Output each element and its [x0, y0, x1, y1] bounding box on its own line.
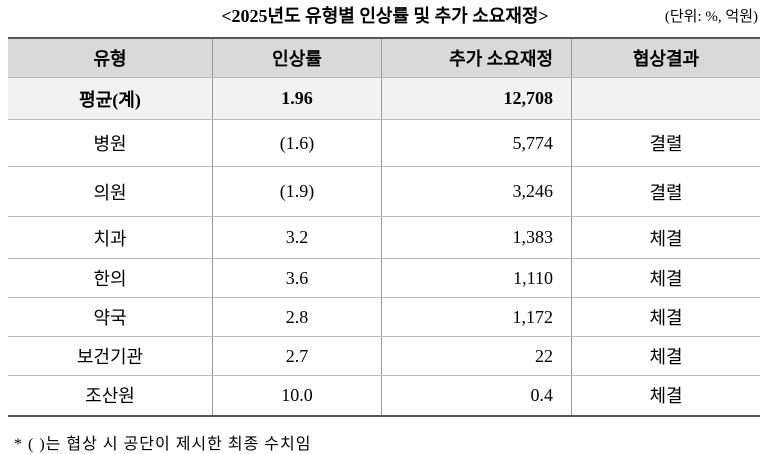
- table-cell: 평균(계): [8, 77, 213, 120]
- table-row: 조산원 10.0 0.4 체결: [8, 375, 760, 417]
- rate-table: 유형 인상률 추가 소요재정 협상결과 평균(계) 1.96 12,708 병원 (1.6) 5…: [8, 37, 760, 417]
- table-body: 평균(계) 1.96 12,708 병원 (1.6) 5,774 결렬 의원 (1.9) 3,24…: [8, 77, 760, 417]
- table-cell: 체결: [571, 375, 760, 417]
- table-cell: 3.6: [212, 258, 382, 298]
- table-cell: 1,110: [381, 258, 572, 298]
- table-cell: 12,708: [381, 77, 572, 120]
- footnote: * ( )는 협상 시 공단이 제시한 최종 수치임: [14, 436, 312, 453]
- table-cell: 22: [381, 336, 572, 376]
- table-cell: 병원: [8, 119, 213, 167]
- table-cell: 10.0: [212, 375, 382, 417]
- table-cell: 체결: [571, 297, 760, 337]
- table-cell: 3,246: [381, 166, 572, 217]
- table-cell: 한의: [8, 258, 213, 298]
- header-row: 유형 인상률 추가 소요재정 협상결과: [8, 38, 760, 78]
- table-cell: 의원: [8, 166, 213, 217]
- average-row: 평균(계) 1.96 12,708: [8, 77, 760, 120]
- table-cell: 결렬: [571, 166, 760, 217]
- table-cell: 체결: [571, 216, 760, 259]
- table-cell: 조산원: [8, 375, 213, 417]
- table-row: 약국 2.8 1,172 체결: [8, 297, 760, 337]
- column-header: 인상률: [212, 38, 382, 78]
- table-cell: 체결: [571, 258, 760, 298]
- table-cell: (1.6): [212, 119, 382, 167]
- table-cell: 3.2: [212, 216, 382, 259]
- table-cell: 보건기관: [8, 336, 213, 376]
- table-cell: 1,383: [381, 216, 572, 259]
- title: <2025년도 유형별 인상률 및 추가 소요재정>: [221, 6, 549, 26]
- table-row: 의원 (1.9) 3,246 결렬: [8, 166, 760, 217]
- table-cell: [571, 77, 760, 120]
- table-cell: 치과: [8, 216, 213, 259]
- table-row: 한의 3.6 1,110 체결: [8, 258, 760, 298]
- column-header: 협상결과: [571, 38, 760, 78]
- table-cell: 5,774: [381, 119, 572, 167]
- table-cell: 0.4: [381, 375, 572, 417]
- table-cell: 결렬: [571, 119, 760, 167]
- table-cell: 약국: [8, 297, 213, 337]
- table-row: 병원 (1.6) 5,774 결렬: [8, 119, 760, 167]
- table-row: 치과 3.2 1,383 체결: [8, 216, 760, 259]
- table-cell: 1,172: [381, 297, 572, 337]
- column-header: 추가 소요재정: [381, 38, 572, 78]
- table-cell: 1.96: [212, 77, 382, 120]
- table-cell: 2.8: [212, 297, 382, 337]
- column-header: 유형: [8, 38, 213, 78]
- table-cell: (1.9): [212, 166, 382, 217]
- table-row: 보건기관 2.7 22 체결: [8, 336, 760, 376]
- table-cell: 체결: [571, 336, 760, 376]
- unit-note: (단위: %, 억원): [664, 9, 758, 25]
- table-cell: 2.7: [212, 336, 382, 376]
